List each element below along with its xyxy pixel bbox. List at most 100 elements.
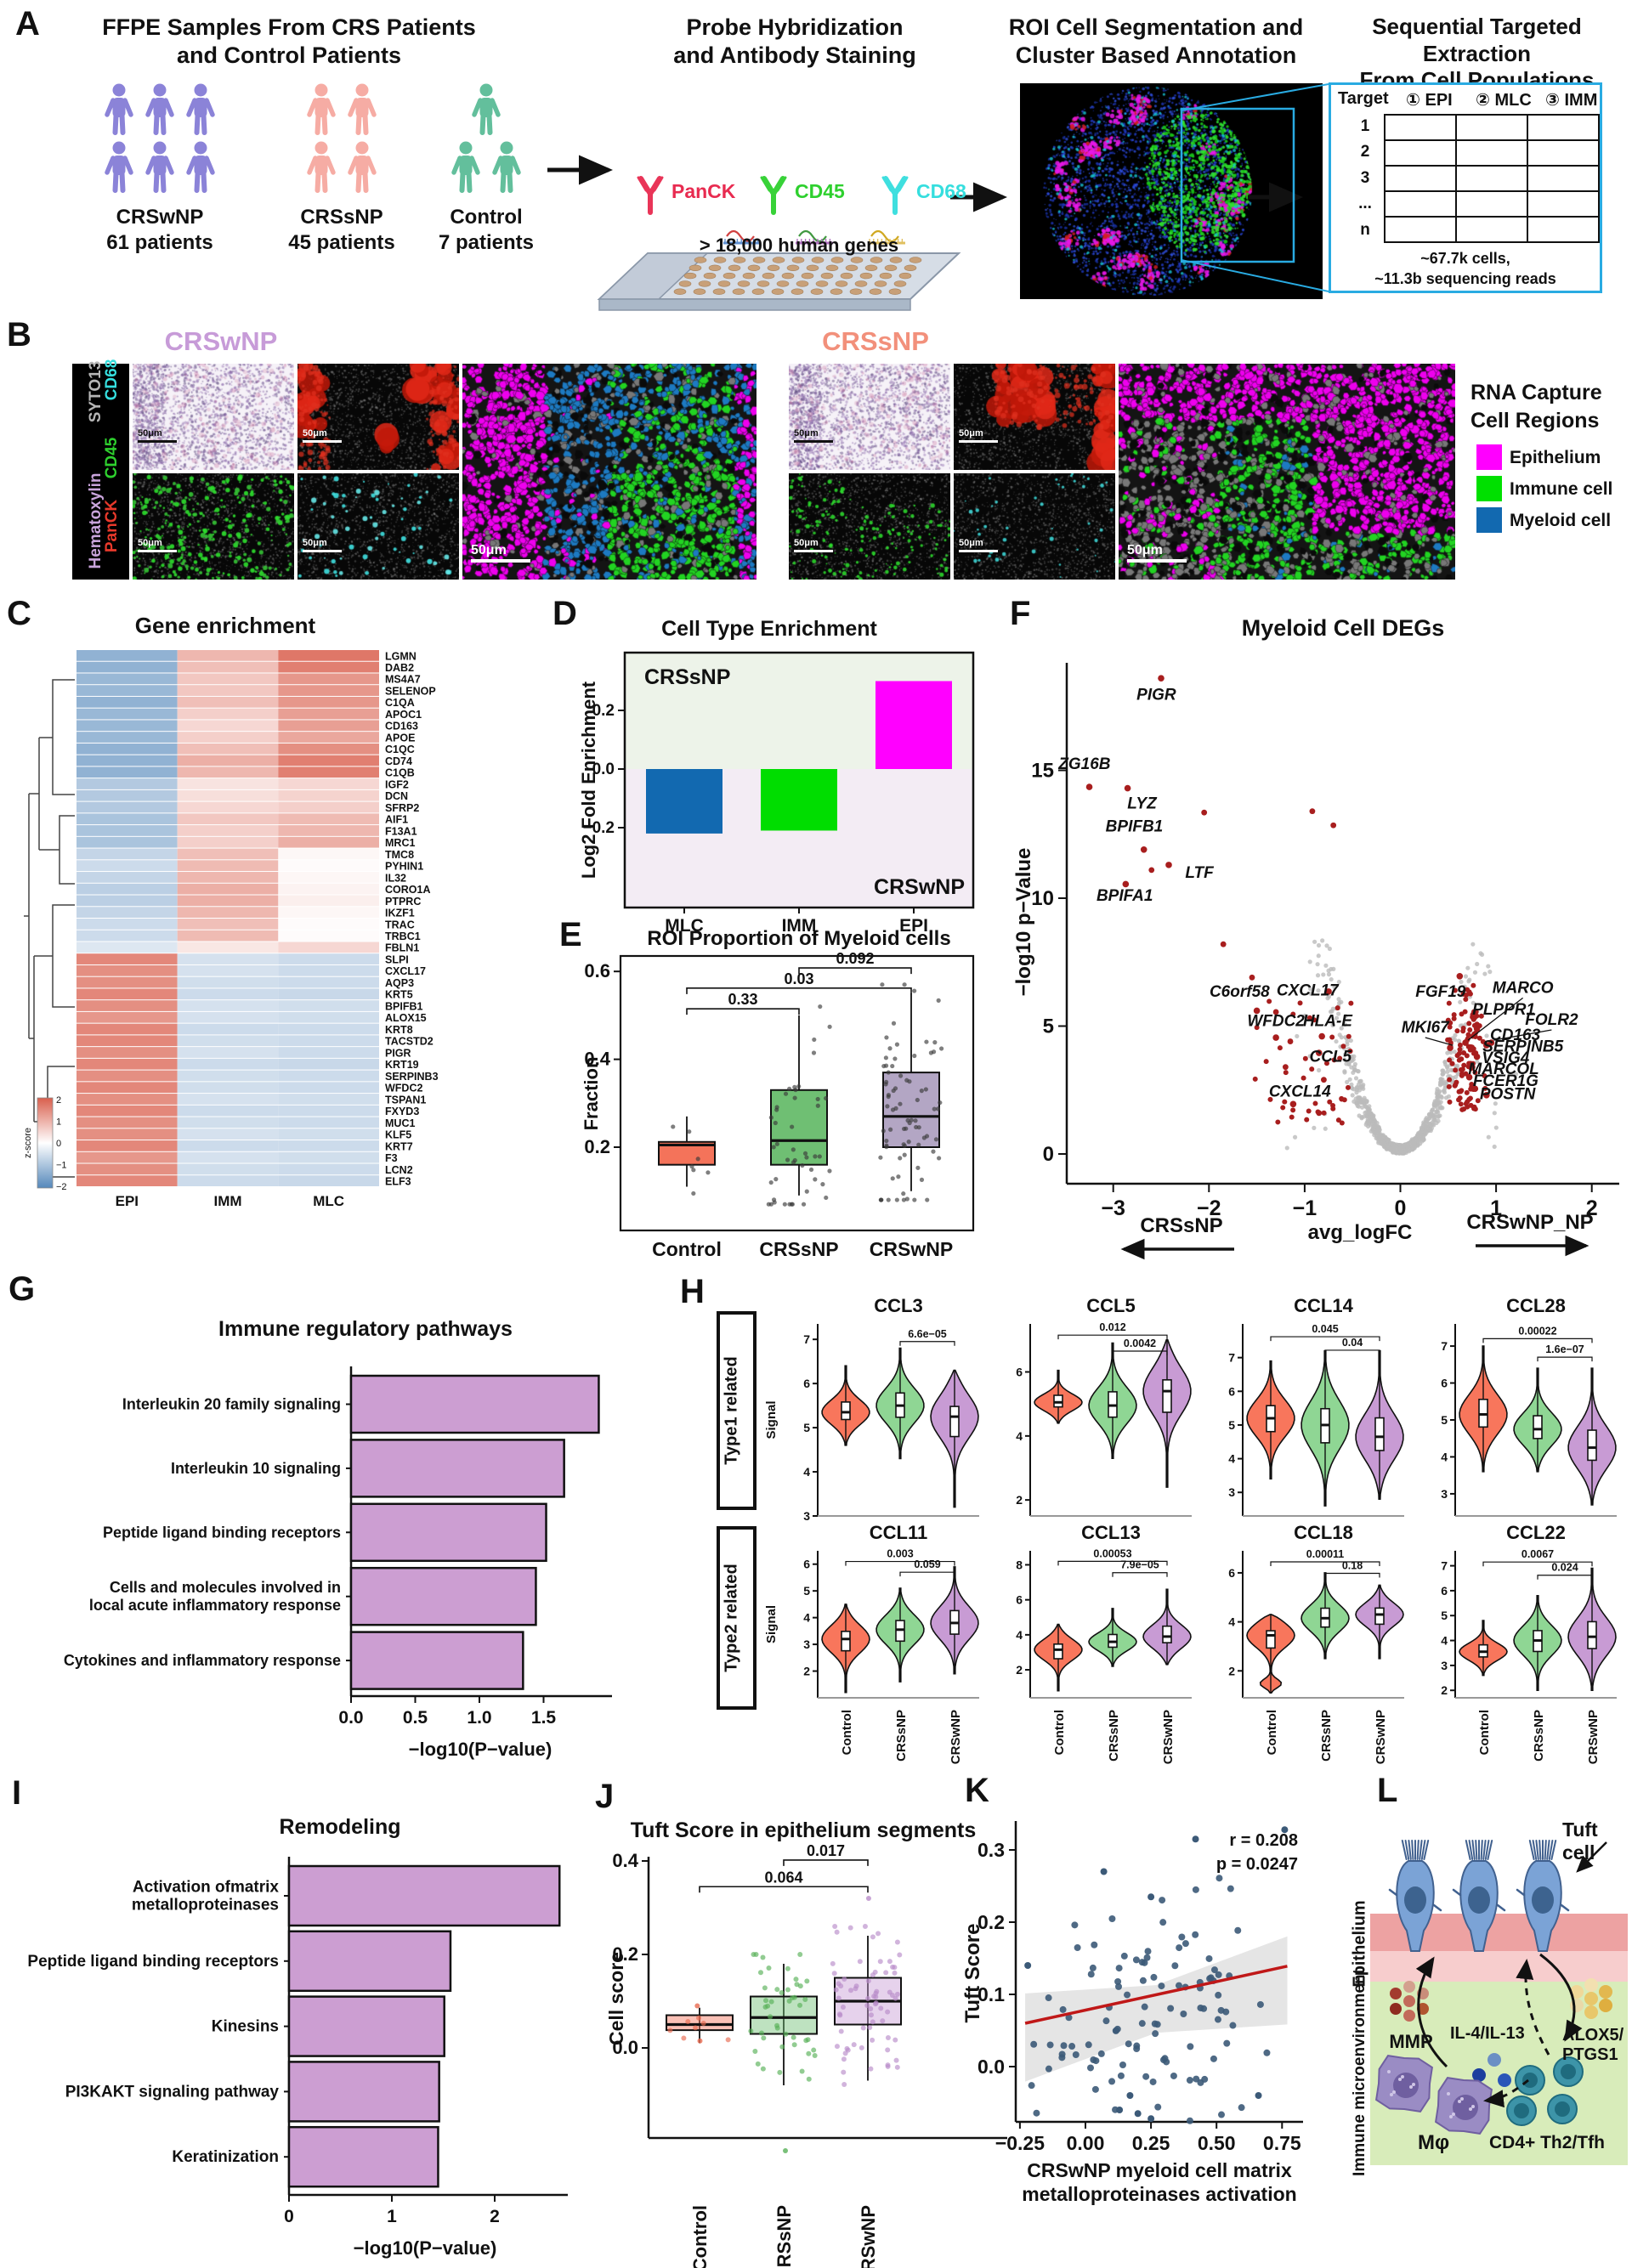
svg-text:SERPINB5: SERPINB5	[1482, 1038, 1563, 1056]
svg-text:PYHIN1: PYHIN1	[385, 861, 423, 873]
svg-text:ROI Proportion of Myeloid cell: ROI Proportion of Myeloid cells	[647, 927, 950, 950]
svg-text:ALOX15: ALOX15	[385, 1012, 427, 1024]
stain-label-panck: PanCK	[103, 499, 121, 553]
svg-text:Control: Control	[689, 2205, 711, 2268]
remodeling-chart: Remodeling Activation ofmatrixmetalloprot…	[27, 1815, 568, 2259]
svg-text:Cytokines and inflammatory res: Cytokines and inflammatory response	[64, 1652, 341, 1669]
alox5-ptgs1-label: ALOX5/PTGS1	[1562, 2026, 1624, 2064]
svg-text:p = 0.0247: p = 0.0247	[1216, 1855, 1298, 1874]
svg-text:APOC1: APOC1	[385, 709, 422, 721]
svg-text:CRSwNP: CRSwNP	[1374, 1710, 1388, 1764]
svg-text:1: 1	[387, 2207, 397, 2226]
svg-text:Remodeling: Remodeling	[279, 1815, 400, 1839]
immune-pathways-chart: Immune regulatory pathways Interleukin 20…	[64, 1317, 612, 1760]
svg-text:EPI: EPI	[116, 1193, 139, 1209]
svg-text:10: 10	[1031, 887, 1054, 910]
svg-text:0.03: 0.03	[784, 970, 813, 987]
svg-text:5: 5	[803, 1584, 810, 1598]
svg-text:CXCL17: CXCL17	[1277, 981, 1340, 999]
svg-text:0: 0	[1043, 1143, 1054, 1166]
svg-text:Log2 Fold Enrichment: Log2 Fold Enrichment	[578, 681, 599, 879]
svg-text:Myeloid Cell DEGs: Myeloid Cell DEGs	[1242, 615, 1445, 641]
legend-swatch-immune	[1476, 476, 1502, 501]
scale-bar: 50μm	[303, 539, 342, 552]
group-crssnp-name: CRSsNP	[300, 206, 383, 229]
svg-text:0.0: 0.0	[612, 2037, 638, 2058]
scale-bar: 50μm	[138, 429, 177, 443]
svg-text:CCL3: CCL3	[874, 1295, 922, 1316]
legend-swatch-epithelium	[1476, 444, 1502, 470]
svg-text:PIGR: PIGR	[385, 1047, 411, 1059]
scale-bar: 50μm	[1127, 544, 1187, 563]
stain-label-cd68: CD68	[103, 359, 121, 401]
svg-text:CRSwNP: CRSwNP	[874, 875, 965, 899]
svg-text:IKZF1: IKZF1	[385, 908, 415, 919]
svg-text:0.092: 0.092	[836, 950, 874, 967]
svg-text:MRC1: MRC1	[385, 837, 415, 849]
svg-text:0.3: 0.3	[978, 1839, 1005, 1861]
table-header-epi: ① EPI	[1406, 91, 1453, 110]
svg-text:CCL14: CCL14	[1294, 1295, 1353, 1316]
crssnp-hematoxylin-image	[789, 364, 950, 470]
svg-text:7: 7	[803, 1332, 810, 1346]
cd4-th2-tfh-label: CD4+ Th2/Tfh	[1489, 2133, 1605, 2152]
svg-text:LTF: LTF	[1185, 864, 1215, 882]
svg-text:CRSsNP: CRSsNP	[894, 1710, 909, 1762]
svg-text:2: 2	[803, 1665, 810, 1678]
svg-text:Tuft Score: Tuft Score	[961, 1924, 984, 2023]
svg-text:0.024: 0.024	[1551, 1562, 1578, 1574]
svg-text:avg_logFC: avg_logFC	[1308, 1221, 1413, 1244]
svg-text:C1QA: C1QA	[385, 697, 415, 709]
svg-text:3: 3	[803, 1637, 810, 1651]
svg-text:KRT19: KRT19	[385, 1059, 419, 1071]
svg-text:LCN2: LCN2	[385, 1164, 413, 1176]
svg-text:4: 4	[1228, 1615, 1235, 1629]
panel-label-f: F	[1010, 595, 1031, 632]
svg-text:6: 6	[1228, 1384, 1235, 1398]
svg-text:4: 4	[803, 1465, 810, 1479]
svg-text:0.00022: 0.00022	[1518, 1325, 1556, 1337]
svg-text:IL32: IL32	[385, 872, 406, 884]
rna-capture-legend-title: RNA Capture Cell Regions	[1470, 381, 1602, 433]
svg-text:SLPI: SLPI	[385, 953, 409, 965]
svg-text:CCL18: CCL18	[1294, 1522, 1353, 1543]
crswnp-cd68-image	[298, 473, 459, 580]
panel-label-d: D	[552, 595, 577, 632]
svg-text:CRSwNP_NP: CRSwNP_NP	[1466, 1211, 1593, 1234]
svg-text:r = 0.208: r = 0.208	[1229, 1831, 1298, 1850]
svg-text:Peptide ligand binding recepto: Peptide ligand binding receptors	[27, 1953, 279, 1971]
svg-text:0.25: 0.25	[1132, 2132, 1170, 2154]
svg-text:0.0042: 0.0042	[1124, 1338, 1156, 1349]
svg-text:Control: Control	[652, 1238, 722, 1260]
table-header-target: Target	[1338, 89, 1389, 108]
svg-text:AIF1: AIF1	[385, 814, 408, 826]
svg-text:Cell score: Cell score	[605, 1952, 627, 2045]
svg-text:MKI67: MKI67	[1402, 1019, 1450, 1037]
il4-il13-label: IL-4/IL-13	[1450, 2024, 1525, 2043]
svg-text:LGMN: LGMN	[385, 650, 416, 662]
svg-text:6: 6	[1441, 1377, 1448, 1390]
section-title-roi: ROI Cell Segmentation and Cluster Based A…	[1008, 14, 1304, 68]
svg-text:IGF2: IGF2	[385, 778, 409, 790]
scale-bar: 50μm	[959, 539, 998, 552]
svg-text:PTPRC: PTPRC	[385, 896, 421, 908]
scale-bar: 50μm	[959, 429, 998, 443]
table-header-imm: ③ IMM	[1545, 91, 1598, 110]
svg-text:TRAC: TRAC	[385, 919, 415, 930]
svg-text:Signal: Signal	[764, 1605, 779, 1643]
svg-text:6: 6	[1441, 1584, 1448, 1598]
svg-text:Keratinization: Keratinization	[172, 2148, 279, 2166]
svg-text:5: 5	[1043, 1015, 1054, 1038]
svg-text:2: 2	[56, 1095, 61, 1106]
svg-text:CRSwNP: CRSwNP	[858, 2205, 879, 2268]
macrophage-label: Mφ	[1418, 2131, 1450, 2154]
svg-text:HLA-E: HLA-E	[1303, 1013, 1353, 1031]
svg-text:CD163: CD163	[385, 721, 418, 732]
svg-text:1: 1	[56, 1117, 61, 1128]
svg-text:PI3KAKT signaling pathway: PI3KAKT signaling pathway	[65, 2083, 280, 2101]
svg-text:Kinesins: Kinesins	[212, 2018, 279, 2036]
svg-text:IMM: IMM	[213, 1193, 241, 1209]
svg-text:0.003: 0.003	[887, 1548, 913, 1560]
svg-text:BPIFB1: BPIFB1	[385, 1000, 423, 1012]
